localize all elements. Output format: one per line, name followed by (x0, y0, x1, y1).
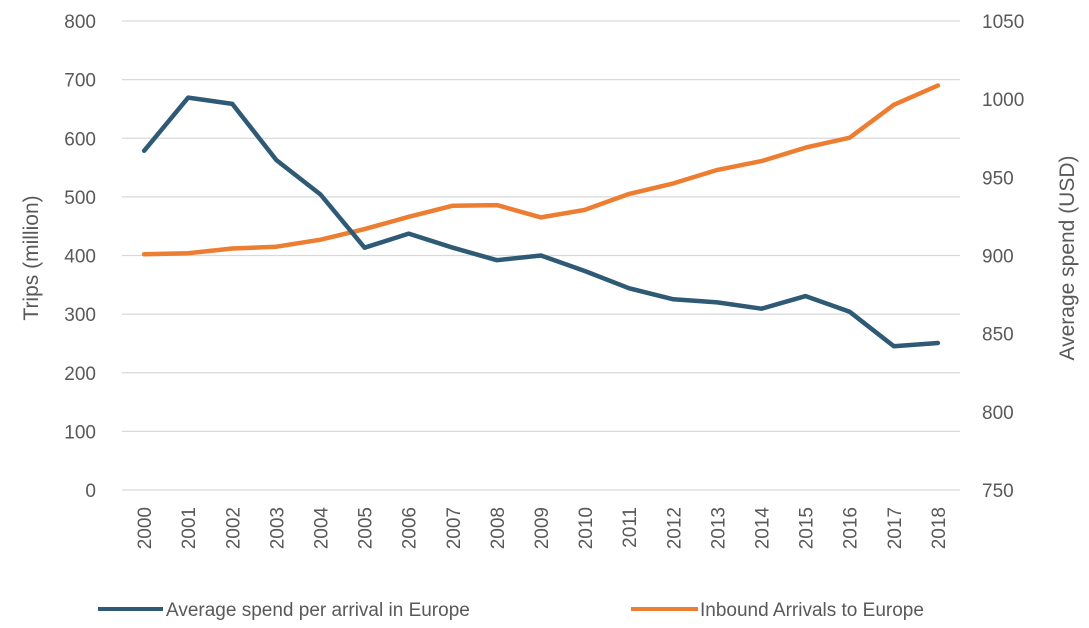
left-axis-ticks: 0 100 200 300 400 500 600 700 800 (64, 12, 96, 502)
x-axis-ticks: 2000 2001 2002 2003 2004 2005 2006 2007 2008 2009… (135, 507, 950, 550)
x-tick-label: 2013 (708, 507, 729, 549)
x-tick-label: 2010 (576, 507, 597, 549)
left-tick-label: 100 (64, 422, 96, 443)
x-tick-label: 2011 (620, 507, 641, 548)
right-tick-label: 750 (982, 481, 1014, 502)
series-lines (141, 83, 941, 349)
left-tick-label: 0 (85, 481, 96, 502)
x-tick-label: 2014 (753, 507, 774, 550)
x-tick-label: 2003 (267, 507, 288, 549)
left-axis-title: Trips (million) (20, 195, 43, 320)
left-tick-label: 700 (64, 71, 96, 92)
x-tick-label: 2015 (797, 507, 818, 549)
x-tick-label: 2007 (444, 507, 465, 549)
left-tick-label: 800 (64, 12, 96, 33)
x-tick-label: 2005 (356, 507, 377, 549)
right-tick-label: 900 (982, 247, 1014, 268)
x-tick-label: 2017 (885, 507, 906, 549)
x-tick-label: 2008 (488, 507, 509, 549)
right-tick-label: 1000 (982, 90, 1024, 111)
legend-label-average-spend: Average spend per arrival in Europe (166, 600, 470, 621)
right-tick-label: 950 (982, 168, 1014, 189)
left-tick-label: 200 (64, 364, 96, 385)
x-tick-label: 2009 (532, 507, 553, 549)
x-tick-label: 2018 (929, 507, 950, 549)
x-tick-label: 2001 (179, 507, 200, 549)
x-tick-label: 2016 (841, 507, 862, 549)
x-tick-label: 2000 (135, 507, 156, 549)
left-tick-label: 600 (64, 129, 96, 150)
left-tick-label: 500 (64, 188, 96, 209)
right-tick-label: 800 (982, 403, 1014, 424)
x-tick-label: 2012 (664, 507, 685, 549)
legend-label-inbound-arrivals: Inbound Arrivals to Europe (700, 600, 924, 621)
left-tick-label: 300 (64, 305, 96, 326)
legend: Average spend per arrival in Europe Inbo… (98, 600, 924, 621)
left-tick-label: 400 (64, 247, 96, 268)
x-tick-label: 2002 (223, 507, 244, 549)
x-tick-label: 2006 (400, 507, 421, 549)
right-axis-title: Average spend (USD) (1056, 155, 1079, 360)
series-line-inbound-arrivals (141, 83, 941, 257)
right-tick-label: 1050 (982, 12, 1024, 33)
right-tick-label: 850 (982, 325, 1014, 346)
right-axis-ticks: 750 800 850 900 950 1000 1050 (982, 12, 1024, 502)
series-line-average-spend (141, 95, 941, 349)
x-tick-label: 2004 (311, 507, 332, 550)
